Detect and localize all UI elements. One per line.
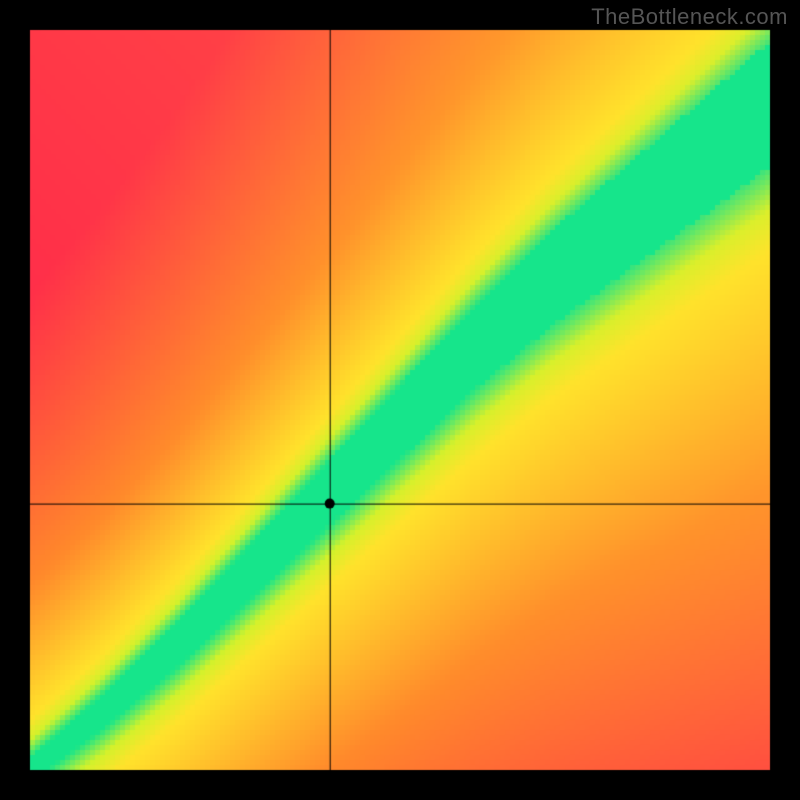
watermark-text: TheBottleneck.com [591, 4, 788, 30]
bottleneck-heatmap [0, 0, 800, 800]
chart-container: TheBottleneck.com [0, 0, 800, 800]
